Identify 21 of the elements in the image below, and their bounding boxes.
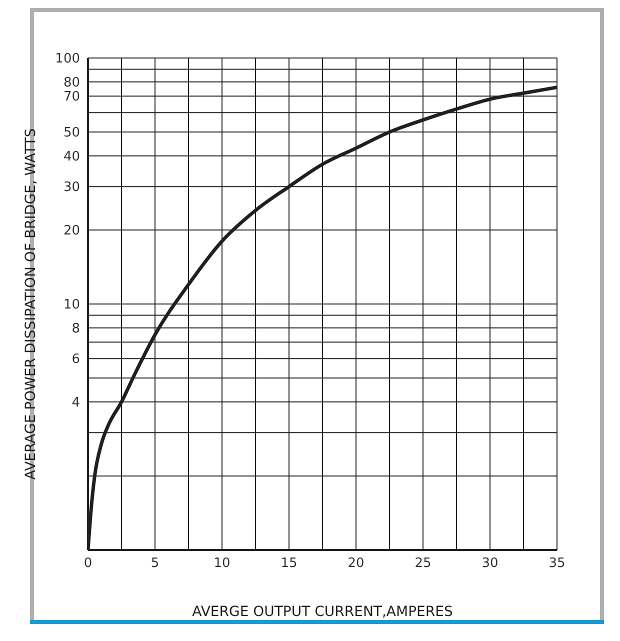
y-tick-label: 80 — [63, 75, 80, 90]
y-axis-title: AVERAGE POWER DISSIPATION OF BRIDGE, WATTS — [22, 128, 39, 480]
y-tick-label: 8 — [72, 321, 80, 336]
y-tick-label: 10 — [63, 298, 80, 313]
x-axis-title: AVERGE OUTPUT CURRENT,AMPERES — [192, 604, 453, 620]
y-tick-label: 20 — [63, 224, 80, 239]
x-tick-label: 0 — [84, 556, 92, 572]
y-tick-label: 100 — [55, 52, 80, 67]
y-tick-label: 30 — [63, 180, 80, 196]
x-tick-label: 30 — [482, 556, 498, 572]
y-tick-label: 50 — [63, 126, 80, 141]
x-tick-label: 15 — [280, 556, 298, 572]
x-tick-label: 20 — [348, 556, 364, 572]
y-tick-label: 4 — [72, 396, 80, 411]
y-tick-label: 40 — [63, 150, 80, 165]
y-tick-label: 6 — [72, 352, 80, 368]
x-tick-label: 25 — [414, 556, 432, 572]
x-tick-label: 10 — [214, 556, 230, 572]
x-tick-label: 35 — [548, 556, 566, 572]
y-tick-label: 70 — [63, 90, 80, 105]
x-tick-label: 5 — [150, 556, 160, 572]
